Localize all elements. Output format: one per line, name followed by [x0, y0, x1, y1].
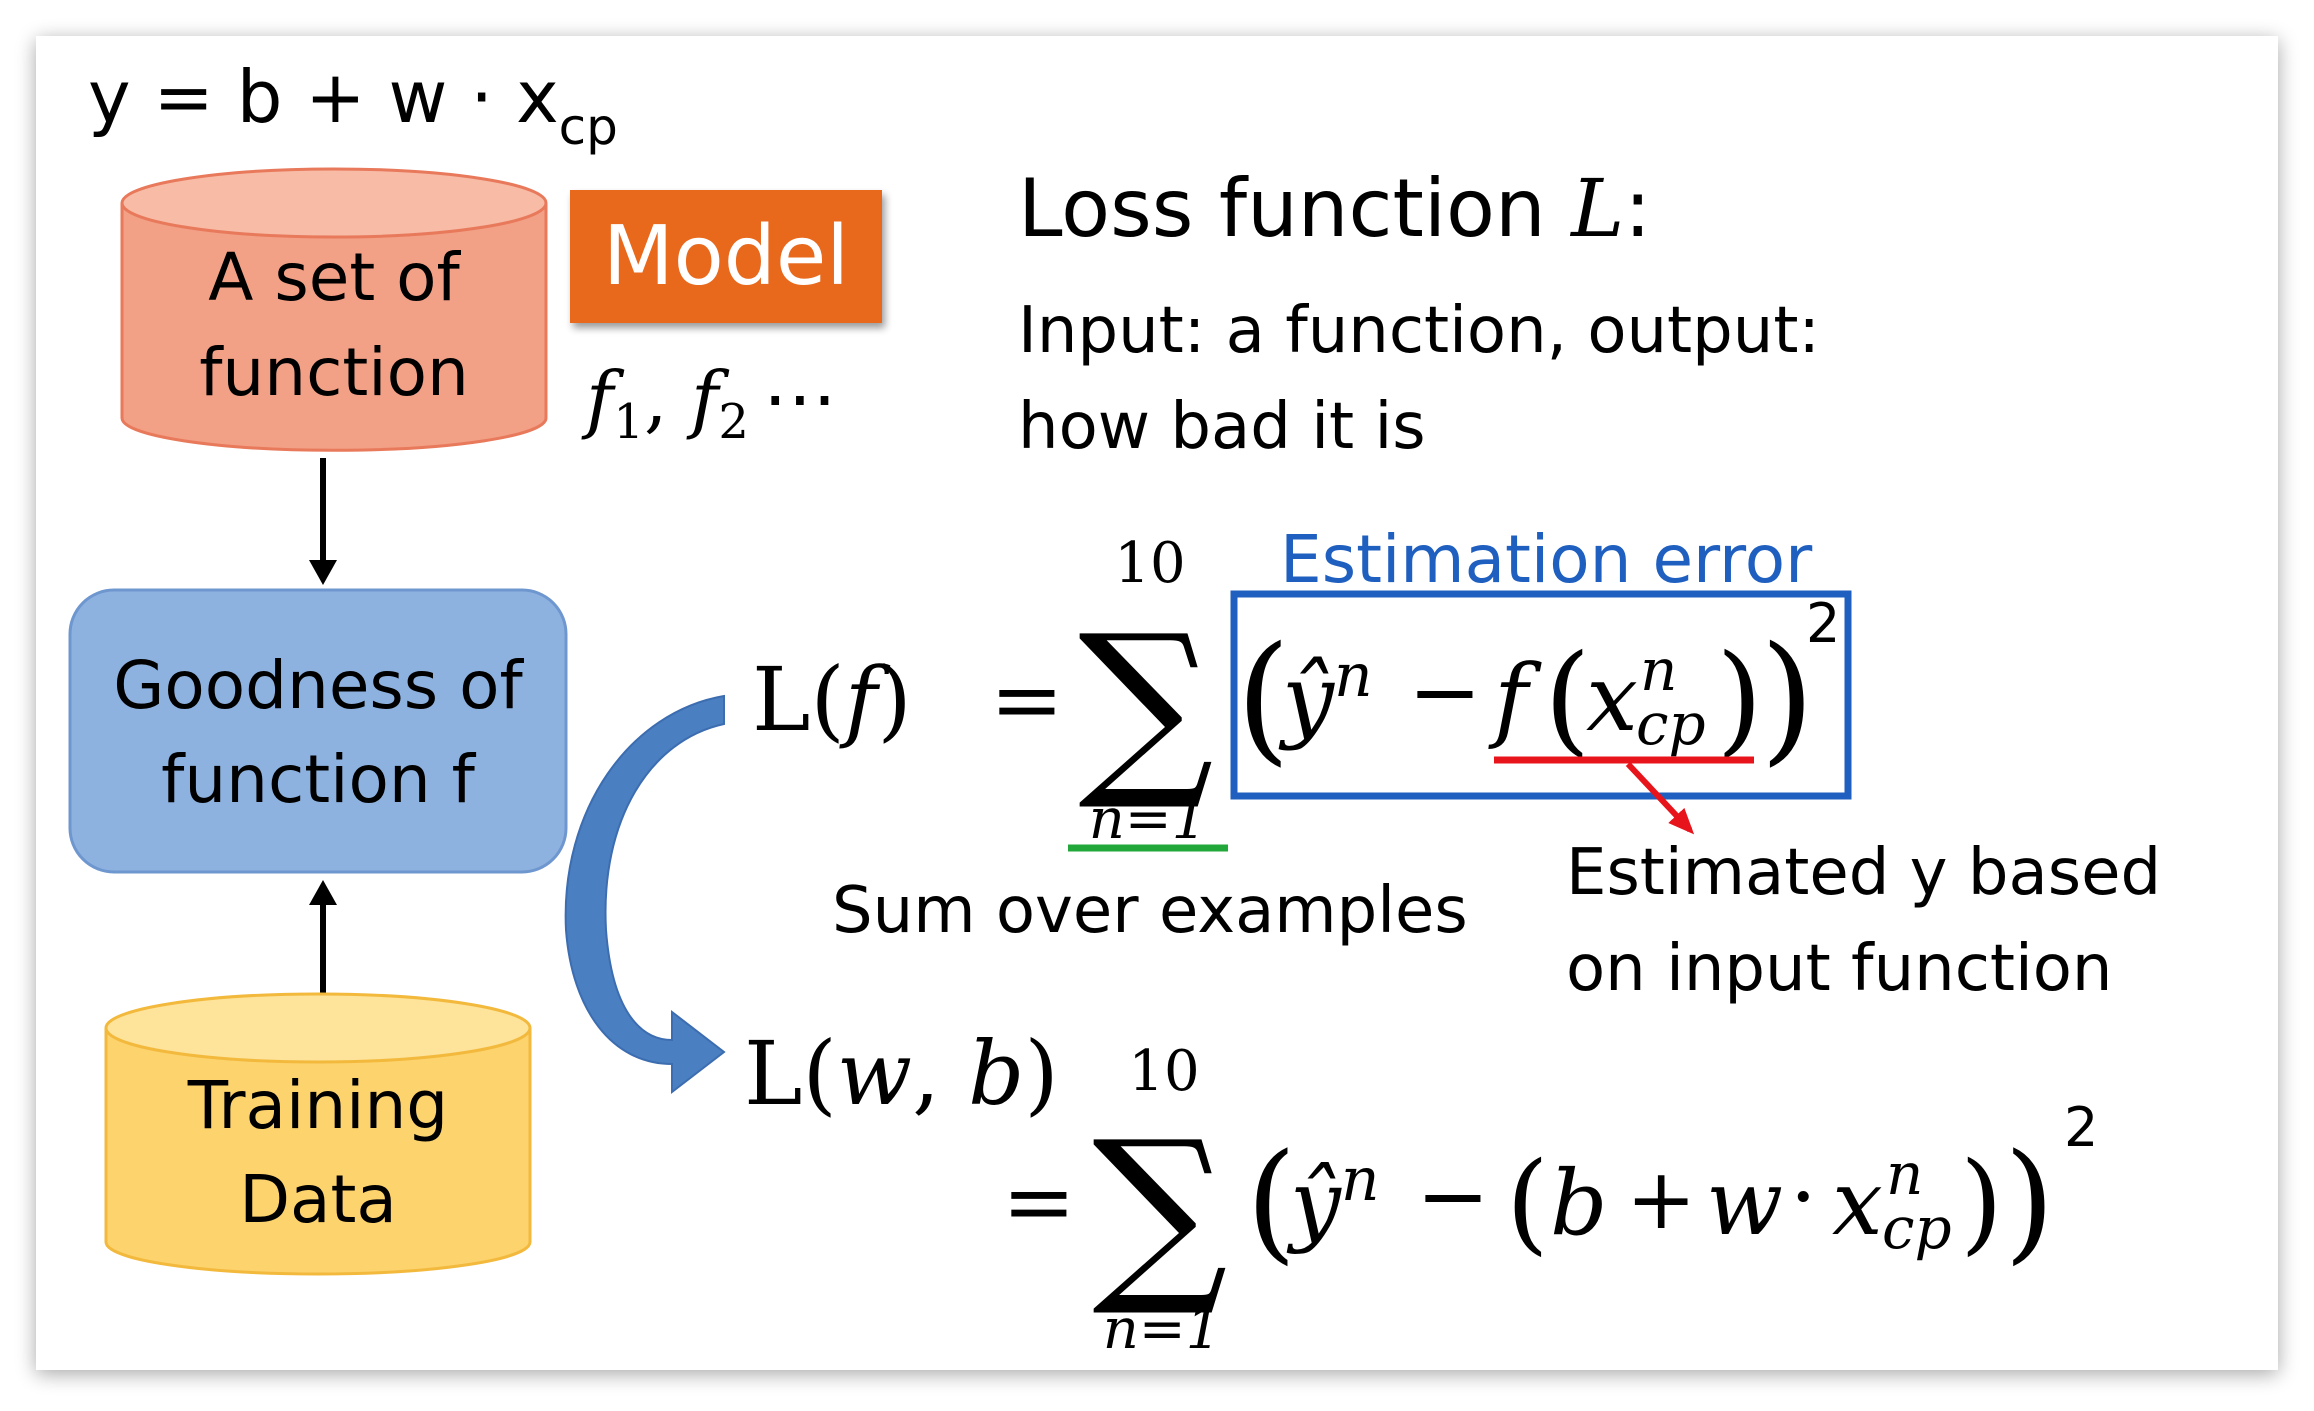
loss-equation-f: L(f) = 10 ∑ n=1 ( ŷn − f ( x n cp ) ) 2: [752, 531, 1840, 852]
eq2-open-paren: (: [1246, 1125, 1297, 1277]
cylinder-bottom-line2: Data: [239, 1161, 397, 1238]
loss-desc-line2: how bad it is: [1018, 390, 1426, 464]
eq1-x: x: [1586, 645, 1638, 752]
eq2-w: w: [1706, 1151, 1783, 1256]
eq1-lhs: L(f): [752, 648, 912, 751]
cylinder-bottom-line1: Training: [187, 1067, 448, 1144]
curved-arrow: [564, 694, 726, 1095]
eq2-inner-close: ): [1960, 1138, 2003, 1266]
eq2-x-sup: n: [1886, 1140, 1923, 1208]
eq2-lhs: L(w, b): [744, 1022, 1059, 1125]
eq2-inner-open: (: [1506, 1138, 1549, 1266]
eq2-sum-symbol: ∑: [1092, 1100, 1228, 1321]
cylinder-top-line2: function: [199, 334, 469, 411]
eq2-sum-upper: 10: [1128, 1039, 1199, 1104]
sum-over-label: Sum over examples: [832, 874, 1468, 948]
estimated-label-line1: Estimated y based: [1566, 836, 2161, 910]
eq1-x-sup: n: [1640, 636, 1677, 704]
eq1-close-paren: ): [1760, 617, 1815, 780]
eq2-x: x: [1832, 1151, 1883, 1256]
eq1-inner-open: (: [1544, 630, 1591, 769]
eq2-power: 2: [2064, 1096, 2098, 1159]
goodness-box: Goodness of function f: [68, 588, 568, 874]
cylinder-top-line1: A set of: [208, 239, 461, 316]
eq2-equals: =: [1002, 1150, 1076, 1253]
eq2-minus: −: [1416, 1144, 1490, 1247]
eq1-inner-close: ): [1716, 630, 1763, 769]
eq1-x-sub: cp: [1636, 690, 1706, 758]
function-list: f1, f2 ⋯: [581, 356, 837, 450]
eq1-sum-symbol: ∑: [1078, 594, 1214, 815]
model-badge-label: Model: [603, 209, 849, 304]
estimation-error-box: [1230, 590, 1852, 800]
estimation-error-label: Estimation error: [1280, 521, 1813, 598]
eq1-open-paren: (: [1236, 617, 1291, 780]
eq2-yhat: ŷn: [1286, 1145, 1380, 1256]
training-data-cylinder: Training Data: [104, 992, 532, 1276]
eq1-yhat: ŷn: [1278, 641, 1373, 752]
eq1-power: 2: [1806, 592, 1840, 655]
eq1-sum-lower: n=1: [1089, 787, 1208, 852]
arrow-up-head: [309, 880, 337, 905]
loss-equation-wb: L(w, b) = 10 ∑ n=1 ( ŷn − ( b + w · x n …: [744, 1022, 2098, 1362]
eq2-b: b: [1550, 1151, 1608, 1256]
estimated-pointer-arrow: [1625, 761, 1695, 835]
eq2-plus: +: [1626, 1150, 1696, 1248]
goodness-line2: function f: [161, 741, 477, 818]
function-set-cylinder: A set of function: [120, 167, 548, 452]
loss-desc-line1: Input: a function, output:: [1018, 294, 1820, 368]
eq1-minus: −: [1408, 640, 1482, 743]
eq2-dot: ·: [1790, 1148, 1817, 1246]
goodness-line1: Goodness of: [113, 647, 524, 724]
eq1-equals: =: [990, 648, 1064, 751]
eq2-sum-lower: n=1: [1103, 1297, 1222, 1362]
eq2-x-sub: cp: [1882, 1194, 1952, 1262]
model-badge: Model: [570, 190, 882, 323]
eq2-close-paren: ): [2004, 1125, 2055, 1277]
model-equation: y = b + w · xcp: [88, 55, 618, 156]
arrow-down-head: [309, 560, 337, 585]
eq1-sum-upper: 10: [1114, 531, 1185, 596]
loss-title: Loss function L:: [1018, 162, 1651, 255]
estimated-label-line2: on input function: [1566, 932, 2112, 1006]
